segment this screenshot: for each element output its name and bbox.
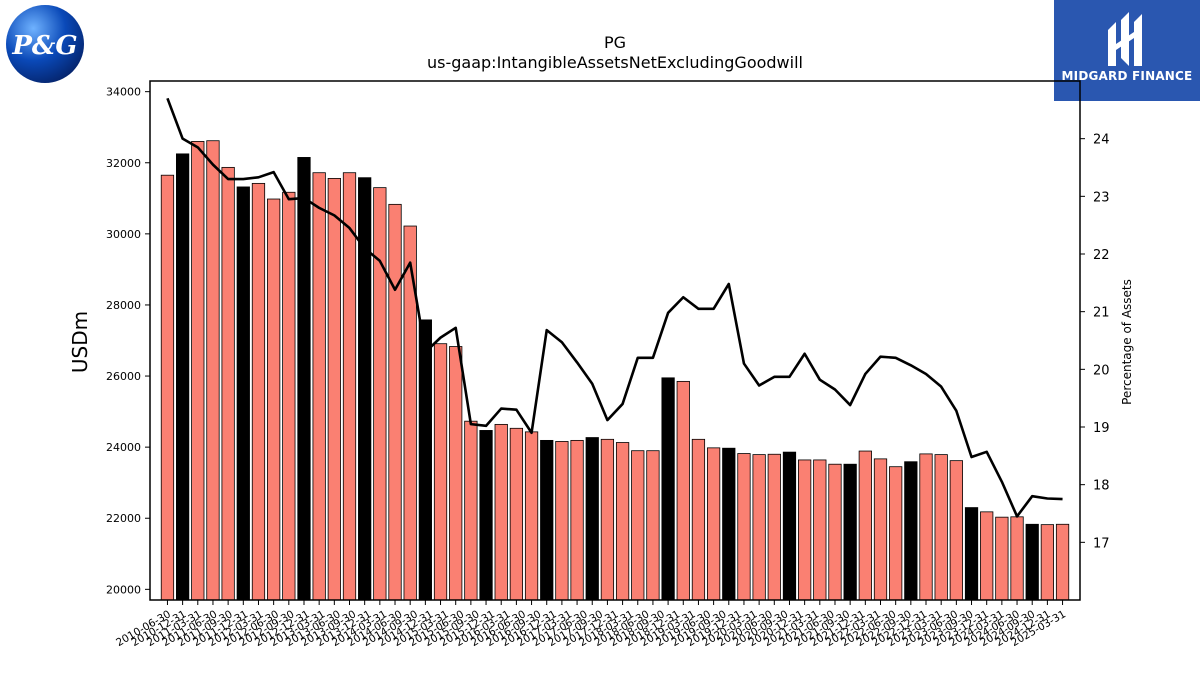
pg-logo: P&G — [5, 4, 85, 84]
bar-2020-12-31 — [798, 459, 812, 601]
y2-tick-label: 17 — [1093, 536, 1110, 551]
bar-2021-12-31 — [858, 450, 872, 601]
bar-2019-09-30 — [722, 447, 736, 601]
bar-2014-03-31 — [388, 203, 402, 601]
plot-frame — [149, 80, 1081, 601]
midgard-mark-icon — [1108, 12, 1142, 66]
y2-tick-label: 19 — [1093, 421, 1110, 436]
bar-2016-09-30 — [540, 439, 554, 601]
bar-2012-12-31 — [312, 172, 326, 601]
bar-2017-12-31 — [615, 442, 630, 601]
bar-2020-09-30 — [782, 451, 797, 601]
y2-tick-label: 24 — [1093, 133, 1110, 148]
midgard-logo-text: MIDGARD FINANCE — [1061, 69, 1193, 83]
y2-tick-label: 21 — [1093, 306, 1110, 321]
bar-2023-03-31 — [934, 454, 948, 601]
bar-2013-12-31 — [373, 187, 387, 601]
bar-2015-09-30 — [479, 430, 493, 601]
y-axis-label: USDm — [68, 311, 92, 373]
bar-2016-12-31 — [555, 441, 569, 601]
y-tick-label: 28000 — [106, 299, 141, 312]
bar-2021-06-30 — [828, 463, 842, 601]
bar-2024-06-30 — [1010, 516, 1024, 601]
bar-2025-03-31 — [1055, 523, 1070, 601]
y-tick-label: 34000 — [106, 86, 141, 99]
y-tick-label: 20000 — [106, 583, 141, 596]
bar-2010-06-30 — [160, 174, 175, 601]
bar-2018-03-31 — [631, 450, 645, 601]
bar-2017-06-30 — [585, 437, 599, 601]
bar-2011-03-31 — [206, 140, 220, 601]
bar-2021-03-31 — [813, 459, 827, 601]
bar-2017-03-31 — [570, 439, 584, 601]
bar-2023-09-30 — [964, 507, 979, 601]
bar-2021-09-30 — [843, 463, 857, 601]
bar-2022-12-31 — [919, 453, 933, 601]
bar-2016-03-31 — [509, 427, 524, 601]
bar-2018-12-31 — [676, 380, 690, 601]
bar-2024-09-30 — [1025, 523, 1039, 601]
bar-2015-06-30 — [464, 420, 478, 601]
bar-2022-03-31 — [873, 458, 888, 601]
bar-2014-09-30 — [418, 319, 432, 601]
bar-2019-06-30 — [706, 447, 721, 601]
bar-2011-09-30 — [236, 186, 250, 601]
bar-2024-03-31 — [995, 516, 1009, 601]
chart-axes: 20000 22000 24000 26000 28000 30000 32000 34000… — [106, 80, 1110, 649]
bar-2018-09-30 — [661, 377, 675, 601]
y-tick-label: 26000 — [106, 370, 141, 383]
bar-2024-12-31 — [1040, 524, 1055, 601]
y-tick-label: 24000 — [106, 441, 141, 454]
bar-2015-03-31 — [449, 346, 463, 601]
y2-tick-label: 22 — [1093, 248, 1110, 263]
bar-2010-09-30 — [175, 153, 190, 601]
bar-2010-12-31 — [191, 141, 205, 601]
bar-2023-06-30 — [949, 460, 963, 601]
bar-2016-06-30 — [524, 431, 539, 601]
bar-2013-03-31 — [327, 177, 341, 601]
bar-2017-09-30 — [600, 438, 615, 601]
bar-2019-12-31 — [737, 453, 751, 601]
bar-series — [160, 140, 1070, 601]
y2-tick-label: 18 — [1093, 479, 1110, 494]
bar-2020-03-31 — [752, 454, 766, 601]
y-tick-label: 32000 — [106, 157, 141, 170]
bar-2023-12-31 — [980, 511, 994, 601]
percentage-line — [166, 97, 1063, 518]
bar-2022-09-30 — [904, 461, 918, 601]
midgard-finance-logo: MIDGARD FINANCE — [1054, 0, 1200, 101]
line-series — [166, 97, 1063, 518]
y2-tick-label: 20 — [1093, 363, 1110, 378]
bar-2015-12-31 — [494, 423, 508, 601]
y2-tick-label: 23 — [1093, 190, 1110, 205]
bar-2011-12-31 — [251, 182, 266, 601]
chart-title: PG — [604, 33, 626, 52]
bar-2022-06-30 — [889, 466, 903, 601]
chart-subtitle: us-gaap:IntangibleAssetsNetExcludingGood… — [427, 53, 803, 72]
bar-2019-03-31 — [691, 438, 706, 601]
bar-2013-06-30 — [342, 172, 357, 601]
bar-2018-06-30 — [646, 450, 660, 601]
bar-2014-12-31 — [433, 343, 448, 601]
y2-axis-label: Percentage of Assets — [1120, 279, 1134, 405]
y-tick-label: 22000 — [106, 512, 141, 525]
y-tick-label: 30000 — [106, 228, 141, 241]
bar-2012-03-31 — [267, 198, 281, 601]
bar-2012-09-30 — [297, 157, 311, 601]
pg-logo-text: P&G — [11, 31, 77, 61]
bar-2012-06-30 — [282, 191, 296, 601]
bar-2020-06-30 — [767, 453, 781, 601]
bar-2011-06-30 — [221, 166, 235, 601]
